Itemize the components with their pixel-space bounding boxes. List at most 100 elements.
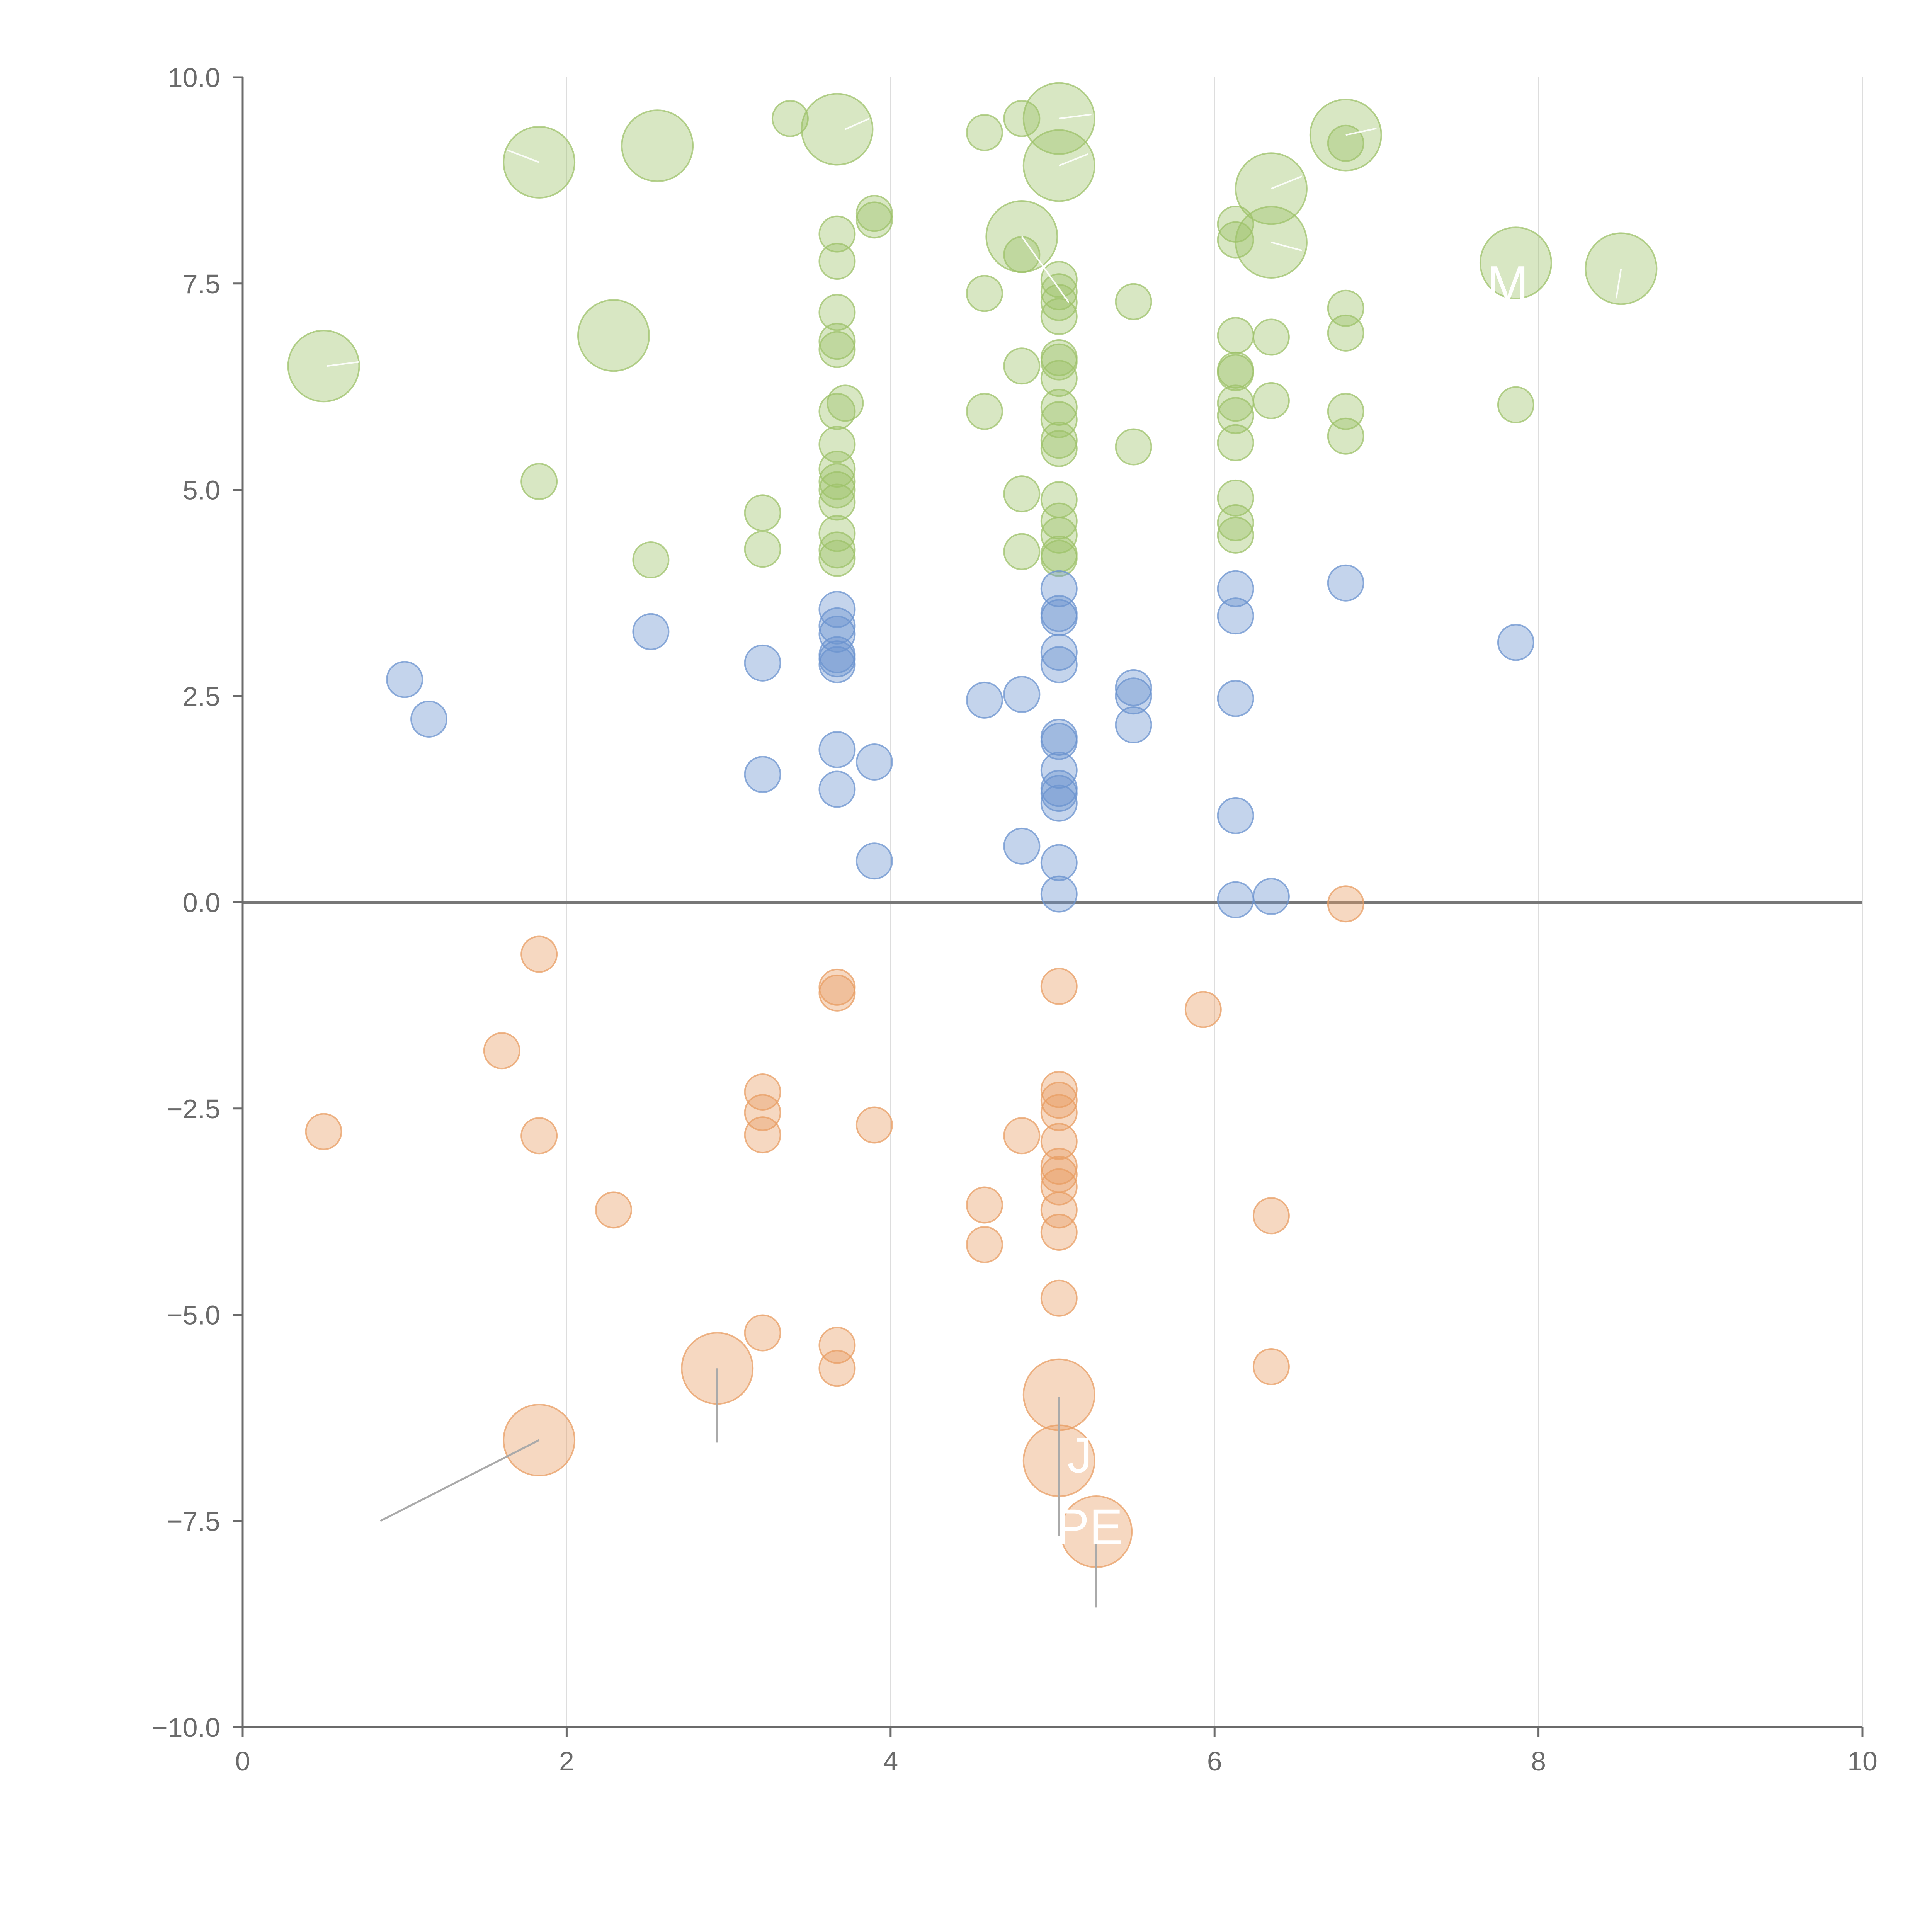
green-bubble	[818, 323, 856, 360]
green-bubble	[1327, 314, 1364, 352]
green-bubble	[1040, 261, 1078, 298]
leader-lines	[327, 114, 1622, 1608]
green-bubble	[1040, 516, 1078, 554]
leader-line	[1271, 175, 1303, 190]
bubble-label: M	[1486, 255, 1528, 312]
blue-bubble	[1040, 844, 1078, 881]
leader-line	[1059, 153, 1088, 167]
green-bubble	[818, 215, 856, 253]
orange-bubble	[1040, 1279, 1078, 1317]
green-bubble	[1115, 428, 1152, 466]
green-bubble	[818, 539, 856, 577]
green-bubble	[818, 393, 856, 430]
green-bubble	[577, 299, 650, 372]
blue-bubble	[818, 607, 856, 645]
green-bubble	[818, 294, 856, 331]
bubble-label: JS	[1067, 1427, 1126, 1483]
orange-bubble	[520, 1117, 558, 1155]
blue-bubble	[1040, 875, 1078, 913]
green-bubble	[1115, 283, 1152, 320]
blue-bubble	[818, 646, 856, 684]
green-bubble	[771, 100, 809, 137]
leader-line	[1615, 268, 1622, 299]
orange-bubble	[1003, 1117, 1041, 1155]
y-tick-label: −5.0	[167, 1300, 220, 1330]
orange-bubble	[1040, 1148, 1078, 1185]
blue-bubble	[386, 661, 423, 698]
blue-bubble	[966, 681, 1003, 719]
blue-bubble	[1327, 564, 1364, 602]
green-bubble	[632, 541, 670, 578]
green-bubble	[1217, 504, 1254, 541]
blue-bubble	[1217, 680, 1254, 717]
orange-bubble	[744, 1094, 781, 1131]
y-tick-label: 2.5	[183, 681, 220, 711]
orange-bubble	[818, 1327, 856, 1364]
orange-bubble	[1040, 1082, 1078, 1119]
blue-bubble	[410, 701, 448, 738]
x-tick-label: 8	[1531, 1746, 1546, 1776]
orange-bubble	[966, 1186, 1003, 1224]
green-bubble	[1040, 298, 1078, 335]
green-bubble	[744, 531, 781, 568]
x-tick-label: 6	[1207, 1746, 1222, 1776]
orange-bubble	[305, 1113, 342, 1150]
orange-bubble	[483, 1032, 520, 1070]
blue-bubble	[1040, 784, 1078, 822]
orange-bubble	[744, 1116, 781, 1154]
leader-line	[1345, 128, 1377, 136]
green-bubble	[1040, 360, 1078, 397]
green-bubble	[818, 451, 856, 488]
orange-bubble	[818, 974, 856, 1012]
green-bubble	[1479, 226, 1552, 299]
blue-bubble	[744, 756, 781, 793]
green-bubble	[1497, 386, 1534, 423]
orange-bubble	[1184, 991, 1222, 1028]
bubble-label: PE	[1056, 1498, 1122, 1555]
leader-line	[1271, 242, 1303, 252]
y-tick-label: −2.5	[167, 1094, 220, 1124]
green-bubble	[1003, 347, 1041, 385]
blue-bubble	[632, 613, 670, 650]
green-bubble	[818, 331, 856, 368]
green-bubble	[1003, 100, 1041, 137]
green-bubble	[1327, 124, 1364, 162]
orange-bubble	[1040, 968, 1078, 1005]
blue-bubble	[1217, 797, 1254, 834]
green-bubble	[287, 330, 360, 403]
blue-bubble	[855, 842, 893, 880]
blue-bubble	[1115, 677, 1152, 715]
y-tick-label: −10.0	[152, 1713, 220, 1743]
leader-line	[1021, 236, 1070, 303]
orange-bubble	[1040, 1071, 1078, 1108]
blue-bubble	[1040, 634, 1078, 671]
y-tick-label: 10.0	[168, 63, 220, 93]
green-bubble	[1003, 475, 1041, 513]
blue-bubble	[744, 644, 781, 682]
blue-bubble	[1497, 624, 1534, 661]
orange-bubble	[966, 1226, 1003, 1264]
orange-bubble	[1252, 1197, 1290, 1235]
green-bubble	[966, 114, 1003, 151]
green-bubble	[744, 494, 781, 532]
y-tick-label: 0.0	[183, 888, 220, 918]
bubble-labels: JS PE M	[1056, 255, 1528, 1555]
blue-bubble	[1115, 669, 1152, 706]
blue-bubble	[1040, 599, 1078, 636]
orange-bubble	[855, 1106, 893, 1144]
green-bubble	[1040, 401, 1078, 439]
x-tick-label: 0	[235, 1746, 250, 1776]
blue-bubble	[1217, 597, 1254, 635]
orange-bubble	[744, 1314, 781, 1352]
blue-bubble	[1040, 723, 1078, 760]
green-bubble	[1252, 382, 1290, 419]
blue-bubble	[818, 770, 856, 808]
blue-bubble	[1252, 878, 1290, 915]
y-tick-label: 7.5	[183, 269, 220, 299]
green-bubble	[855, 201, 893, 239]
green-bubble	[1040, 389, 1078, 426]
blue-bubble	[1040, 646, 1078, 684]
leader-line	[380, 1439, 540, 1522]
blue-bubble	[1040, 775, 1078, 812]
